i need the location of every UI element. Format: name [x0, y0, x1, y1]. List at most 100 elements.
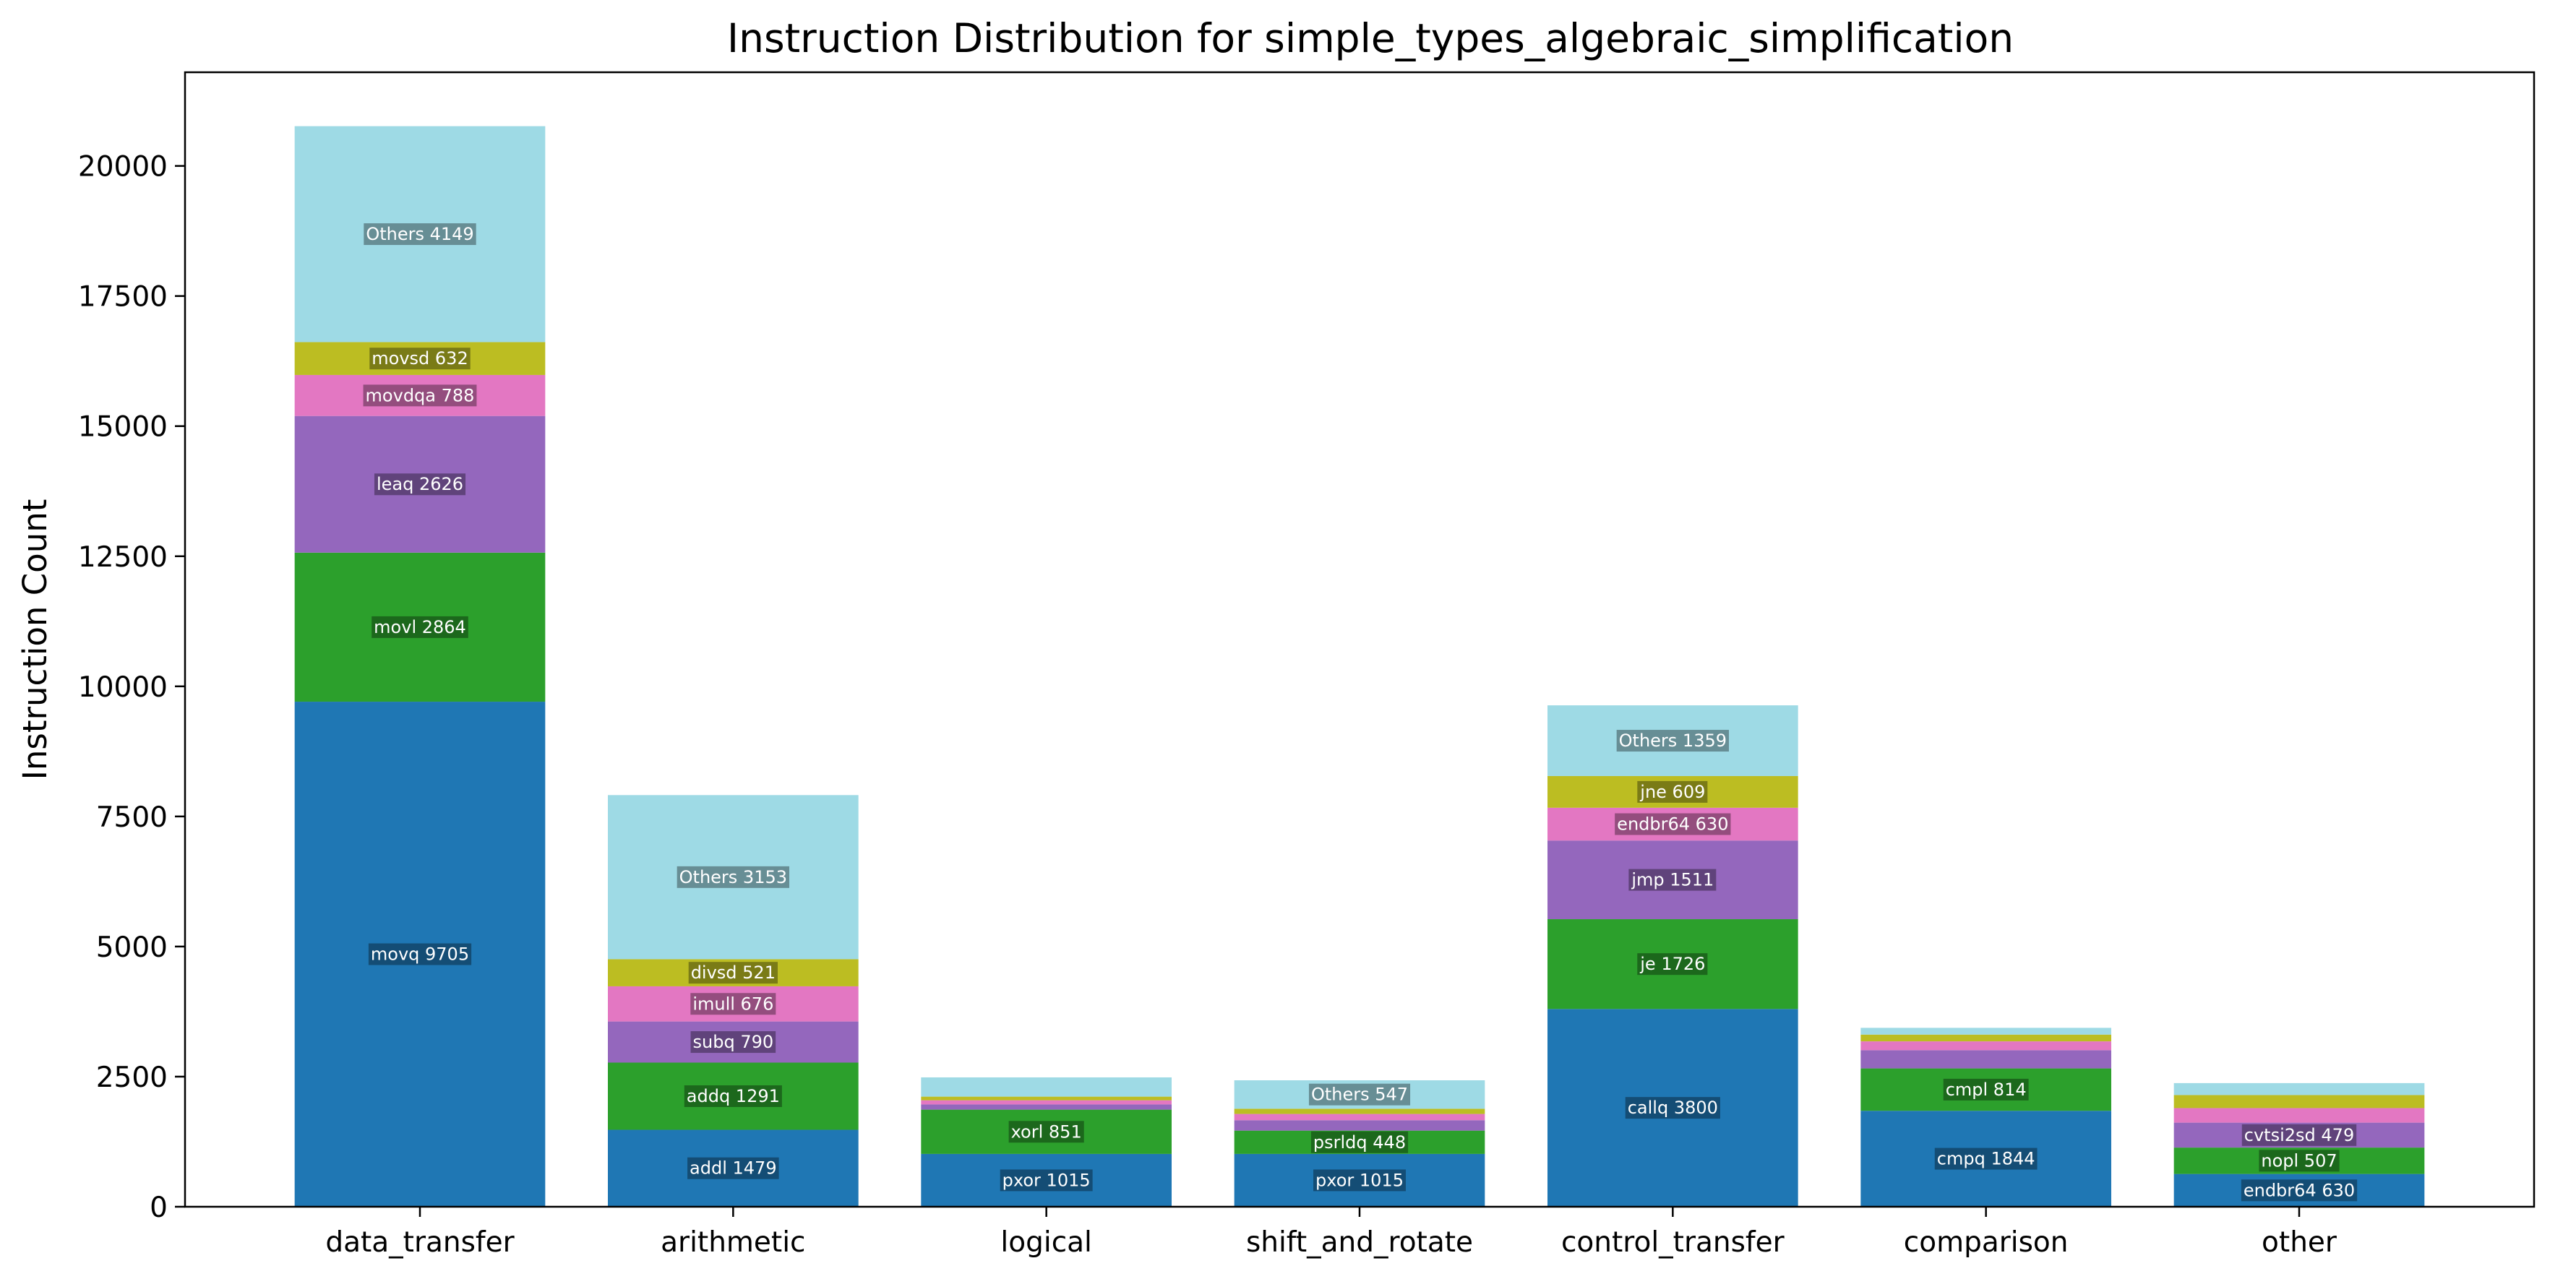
bar-segment	[1860, 1111, 2111, 1207]
segment-label-background	[1628, 869, 1717, 891]
y-tick-label: 12500	[78, 541, 168, 574]
segment-label-background	[688, 962, 778, 984]
chart-title: Instruction Distribution for simple_type…	[727, 15, 2014, 61]
bar-segment	[921, 1100, 1172, 1105]
segment-label: subq 790	[693, 1032, 774, 1052]
segment-label-background	[687, 1157, 779, 1179]
segment-label: movl 2864	[374, 617, 466, 637]
bar-segment	[1547, 1009, 1798, 1207]
segment-label-background	[2241, 1124, 2357, 1146]
bar-segment	[1860, 1050, 2111, 1069]
segment-label: cvtsi2sd 479	[2244, 1125, 2354, 1145]
segment-label-background	[1615, 813, 1731, 835]
segment-label: je 1726	[1639, 954, 1705, 974]
segment-label-background	[372, 616, 468, 638]
segment-label: endbr64 630	[1617, 814, 1728, 835]
bar-segment	[1234, 1108, 1485, 1114]
bar-segment	[2173, 1108, 2425, 1123]
segment-label: Others 4149	[366, 224, 473, 244]
segment-label-background	[684, 1085, 782, 1107]
segment-label: endbr64 630	[2244, 1180, 2355, 1200]
bar-segment	[608, 959, 859, 986]
bar-segment	[1547, 919, 1798, 1009]
x-axis-ticks: data_transfer arithmetic logical shift_and_…	[325, 1207, 2337, 1259]
bar-segment	[1860, 1041, 2111, 1051]
x-tick-label: arithmetic	[661, 1226, 805, 1259]
y-axis-label: Instruction Count	[16, 499, 54, 780]
bar-segment	[1547, 840, 1798, 920]
x-tick-label: control_transfer	[1561, 1226, 1785, 1259]
segment-label-background	[369, 348, 471, 370]
bar-segment	[2173, 1122, 2425, 1148]
bar-segment	[294, 702, 546, 1207]
segment-label: leaq 2626	[377, 474, 463, 494]
y-tick-label: 20000	[78, 151, 168, 184]
segment-label: pxor 1015	[1003, 1170, 1091, 1190]
bar-segment	[2173, 1082, 2425, 1095]
bar-segment	[608, 986, 859, 1022]
y-tick-label: 0	[150, 1192, 168, 1224]
segment-label: Others 1359	[1619, 731, 1727, 751]
bar-segment	[294, 552, 546, 702]
segment-label-background	[363, 384, 477, 407]
bar-segment	[1547, 807, 1798, 841]
x-tick-label: comparison	[1904, 1226, 2069, 1259]
segment-label: pxor 1015	[1315, 1170, 1404, 1190]
segment-label: cmpq 1844	[1937, 1149, 2035, 1169]
segment-label-background	[1943, 1078, 2029, 1101]
bar-segment	[1234, 1080, 1485, 1109]
x-tick-label: other	[2262, 1226, 2337, 1259]
segment-label-background	[1637, 780, 1708, 803]
segment-label-background	[690, 993, 776, 1015]
y-axis-ticks: 0 2500 5000 7500 10000 12500 15000 17500 20000	[78, 151, 185, 1224]
bar-segment	[921, 1096, 1172, 1101]
segment-label: Others 547	[1311, 1085, 1408, 1105]
segment-labels-layer: movq 9705 movl 2864 leaq 2626 movdqa 788 mov…	[363, 223, 2358, 1202]
y-tick-label: 17500	[78, 281, 168, 314]
segment-label-background	[1310, 1131, 1409, 1153]
segment-label-background	[368, 943, 472, 965]
y-tick-label: 15000	[78, 411, 168, 444]
bar-segment	[2173, 1095, 2425, 1108]
segment-label-background	[2241, 1179, 2358, 1202]
segment-label-background	[2259, 1150, 2340, 1172]
segment-label: callq 3800	[1628, 1098, 1718, 1118]
segment-label-background	[1313, 1169, 1406, 1192]
segment-label-background	[364, 223, 476, 246]
bar-segment	[2173, 1147, 2425, 1174]
bar-segment	[294, 342, 546, 375]
segment-label: imull 676	[692, 994, 773, 1014]
bar-segment	[608, 795, 859, 960]
x-tick-label: data_transfer	[325, 1226, 515, 1259]
segment-label: jne 609	[1639, 782, 1705, 802]
segment-label-background	[1616, 730, 1730, 752]
bar-segment	[921, 1104, 1172, 1110]
x-tick-label: shift_and_rotate	[1246, 1226, 1473, 1259]
segment-label-background	[690, 1031, 776, 1054]
y-tick-label: 2500	[96, 1061, 168, 1094]
bars-layer	[294, 126, 2425, 1207]
bar-segment	[1860, 1034, 2111, 1042]
segment-label: movq 9705	[371, 944, 469, 965]
bar-segment	[921, 1109, 1172, 1154]
segment-label-background	[677, 866, 790, 888]
bar-segment	[921, 1077, 1172, 1097]
bar-segment	[1860, 1028, 2111, 1035]
bar-segment	[1234, 1130, 1485, 1154]
segment-label: Others 3153	[679, 867, 787, 887]
segment-label-background	[1000, 1169, 1093, 1192]
plot-area-frame	[184, 71, 2536, 1208]
segment-label-background	[1934, 1147, 2038, 1170]
x-tick-label: logical	[1000, 1226, 1091, 1259]
segment-label-background	[1308, 1083, 1411, 1106]
segment-label: addq 1291	[687, 1086, 780, 1106]
segment-label: divsd 521	[691, 963, 776, 983]
bar-segment	[1234, 1153, 1485, 1207]
y-tick-label: 5000	[96, 931, 168, 964]
segment-label: xorl 851	[1011, 1121, 1082, 1142]
segment-label: movdqa 788	[366, 385, 475, 405]
bar-segment	[608, 1062, 859, 1130]
segment-label-background	[1625, 1097, 1720, 1119]
segment-label-background	[374, 473, 466, 496]
